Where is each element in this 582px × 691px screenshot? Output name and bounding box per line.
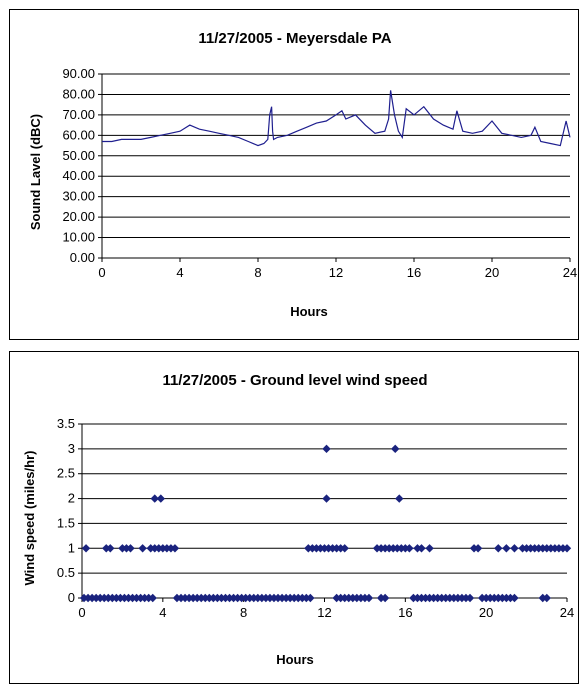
data-point [322, 494, 331, 503]
x-axis-label: Hours [276, 652, 314, 667]
y-tick-label: 30.00 [62, 189, 95, 204]
data-point [425, 544, 434, 553]
data-point [502, 544, 511, 553]
y-tick-label: 80.00 [62, 86, 95, 101]
y-tick-label: 1.5 [57, 515, 75, 530]
y-axis-label: Sound Lavel (dBC) [28, 114, 43, 230]
wind-speed-chart-frame: 11/27/2005 - Ground level wind speed Hou… [9, 351, 579, 684]
y-tick-label: 0.5 [57, 565, 75, 580]
data-point [465, 593, 475, 603]
x-tick-label: 12 [317, 605, 331, 620]
x-tick-label: 0 [98, 265, 105, 280]
data-point [138, 544, 147, 553]
y-tick-label: 0.00 [70, 250, 95, 265]
y-tick-label: 60.00 [62, 127, 95, 142]
y-tick-label: 0 [68, 590, 75, 605]
data-point [156, 494, 166, 503]
wind-speed-chart: 11/27/2005 - Ground level wind speed Hou… [22, 372, 574, 667]
data-point [148, 593, 157, 603]
x-tick-label: 20 [479, 605, 493, 620]
data-point [494, 544, 503, 553]
y-tick-label: 20.00 [62, 209, 95, 224]
x-axis-label: Hours [290, 304, 328, 319]
data-point [322, 444, 331, 454]
data-point [510, 593, 519, 603]
data-point [395, 494, 404, 503]
x-tick-label: 24 [563, 265, 577, 280]
y-tick-label: 1 [68, 540, 75, 555]
x-tick-label: 8 [240, 605, 247, 620]
x-tick-label: 16 [398, 605, 412, 620]
y-tick-label: 70.00 [62, 107, 95, 122]
y-tick-label: 2.5 [57, 466, 75, 481]
data-point [364, 593, 374, 603]
x-tick-label: 4 [176, 265, 183, 280]
y-axis-label: Wind speed (miles/hr) [22, 451, 37, 586]
x-tick-label: 0 [78, 605, 85, 620]
chart-title: 11/27/2005 - Ground level wind speed [162, 372, 427, 389]
data-point [510, 544, 519, 553]
y-tick-label: 50.00 [62, 148, 95, 163]
y-tick-label: 3 [68, 441, 75, 456]
sound-level-chart: 11/27/2005 - Meyersdale PA Hours Sound L… [28, 30, 577, 319]
data-point [81, 544, 91, 553]
x-tick-label: 20 [485, 265, 499, 280]
data-point [380, 593, 390, 603]
chart-title: 11/27/2005 - Meyersdale PA [198, 30, 391, 47]
series-line [102, 90, 571, 147]
y-tick-label: 3.5 [57, 416, 75, 431]
x-tick-label: 12 [329, 265, 343, 280]
data-point [306, 593, 315, 603]
data-point [542, 593, 551, 603]
y-tick-label: 90.00 [62, 66, 95, 81]
y-tick-label: 2 [68, 491, 75, 506]
sound-level-chart-frame: 11/27/2005 - Meyersdale PA Hours Sound L… [9, 9, 579, 340]
x-tick-label: 16 [407, 265, 421, 280]
x-tick-label: 8 [254, 265, 261, 280]
y-tick-label: 40.00 [62, 168, 95, 183]
y-tick-label: 10.00 [62, 230, 95, 245]
x-tick-label: 4 [159, 605, 166, 620]
x-tick-label: 24 [560, 605, 574, 620]
data-point [150, 494, 159, 503]
data-point [391, 444, 400, 454]
